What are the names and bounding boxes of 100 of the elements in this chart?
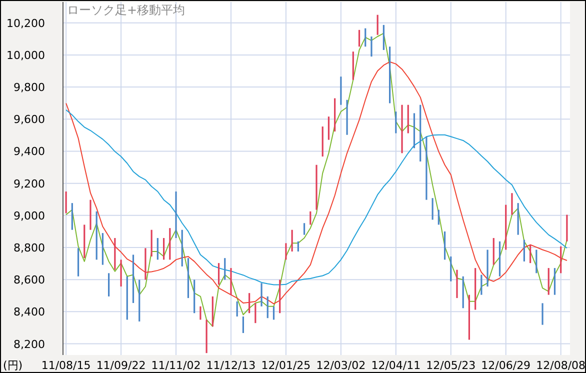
candlestick	[456, 270, 458, 298]
x-tick-label: 12/06/29	[481, 359, 531, 372]
x-tick-label: 12/04/11	[371, 359, 421, 372]
candlestick	[169, 228, 171, 260]
candlestick	[536, 250, 538, 274]
candlestick	[297, 241, 299, 252]
candlestick	[175, 191, 177, 238]
candlestick	[206, 320, 208, 354]
candlestick	[322, 126, 324, 157]
y-tick-label: 10,000	[6, 48, 45, 62]
candlestick	[266, 296, 268, 318]
x-tick-label: 12/03/02	[316, 359, 366, 372]
candlestick	[498, 241, 501, 276]
candlestick	[334, 98, 336, 132]
x-tick-label: 12/08/08	[536, 359, 586, 372]
candlestick	[444, 231, 446, 260]
candlestick	[218, 263, 220, 285]
candlestick	[272, 306, 275, 320]
candlestick	[420, 104, 422, 162]
candlestick	[138, 280, 140, 322]
candlestick	[474, 268, 476, 310]
candlestick	[370, 36, 372, 57]
candlestick	[248, 293, 250, 314]
candlestick	[554, 268, 556, 295]
candlestick	[212, 296, 214, 326]
candlestick	[505, 204, 507, 250]
candlestick	[224, 258, 226, 280]
candlestick	[438, 210, 440, 225]
candlestick	[144, 248, 146, 280]
candlestick	[194, 280, 196, 314]
candlestick	[486, 250, 488, 286]
chart-title: ローソク足+移動平均	[67, 3, 186, 17]
y-tick-label: 10,200	[6, 16, 45, 30]
candlestick	[517, 203, 519, 235]
y-tick-label: 8,800	[14, 241, 45, 254]
candlestick	[291, 230, 293, 252]
candlestick	[352, 52, 354, 80]
candlestick	[523, 240, 525, 262]
candlestick	[480, 274, 482, 295]
y-tick-label: 9,800	[14, 81, 45, 94]
candlestick	[77, 248, 80, 276]
candlestick	[382, 24, 384, 50]
candlestick	[162, 238, 165, 260]
candlestick	[364, 28, 366, 47]
candlestick	[542, 303, 544, 325]
candlestick	[156, 238, 158, 260]
candlestick	[150, 230, 152, 256]
y-tick-label: 8,600	[14, 274, 45, 287]
candlestick	[71, 203, 73, 230]
candlestick	[529, 244, 532, 264]
candlestick	[492, 238, 494, 265]
y-tick-label: 8,400	[14, 306, 45, 319]
line-series	[66, 32, 568, 327]
x-tick-label: 11/08/15	[41, 359, 91, 372]
candlestick	[65, 191, 67, 214]
candlestick	[560, 246, 562, 274]
x-tick-label: 11/12/13	[206, 359, 256, 372]
candlestick	[254, 303, 256, 324]
candlestick	[310, 211, 312, 225]
candlestick	[432, 198, 434, 220]
candlestick	[346, 100, 348, 135]
candlestick	[450, 256, 452, 282]
candlestick	[126, 276, 128, 320]
candlestick	[389, 46, 391, 104]
candlestick	[236, 301, 238, 316]
x-tick-label: 11/11/02	[151, 359, 201, 372]
line-series	[66, 109, 568, 286]
candlestick	[340, 76, 342, 105]
candlestick	[187, 258, 190, 298]
candlestick	[230, 268, 232, 295]
candlestick	[260, 283, 262, 306]
y-tick-label: 9,600	[14, 113, 45, 126]
candlestick	[462, 276, 464, 308]
candlestick	[132, 254, 134, 304]
candlestick	[90, 200, 92, 230]
line-series	[66, 61, 568, 304]
candlestick	[96, 211, 98, 260]
candlestick	[358, 30, 360, 47]
y-tick-label: 8,200	[14, 338, 45, 351]
candlestick	[285, 243, 287, 260]
x-tick-label: 11/09/22	[96, 359, 146, 372]
candlestick	[566, 214, 568, 242]
y-tick-label: 9,400	[14, 145, 45, 158]
candlestick	[114, 238, 116, 270]
x-tick-label: 12/05/23	[426, 359, 476, 372]
candlestick	[242, 316, 244, 334]
candlestick	[548, 268, 550, 295]
candlestick	[120, 260, 122, 286]
candlestick	[316, 164, 318, 210]
candlestick	[84, 224, 86, 258]
candlestick	[376, 14, 378, 35]
candlestick	[108, 273, 110, 296]
candlestick	[468, 294, 470, 340]
candlestick	[279, 280, 281, 314]
y-tick-label: 9,000	[14, 209, 45, 222]
candlestick	[407, 104, 409, 134]
candlestick	[395, 112, 397, 134]
candlestick	[401, 104, 403, 154]
x-tick-label: 12/01/25	[261, 359, 311, 372]
candlestick	[200, 306, 202, 320]
